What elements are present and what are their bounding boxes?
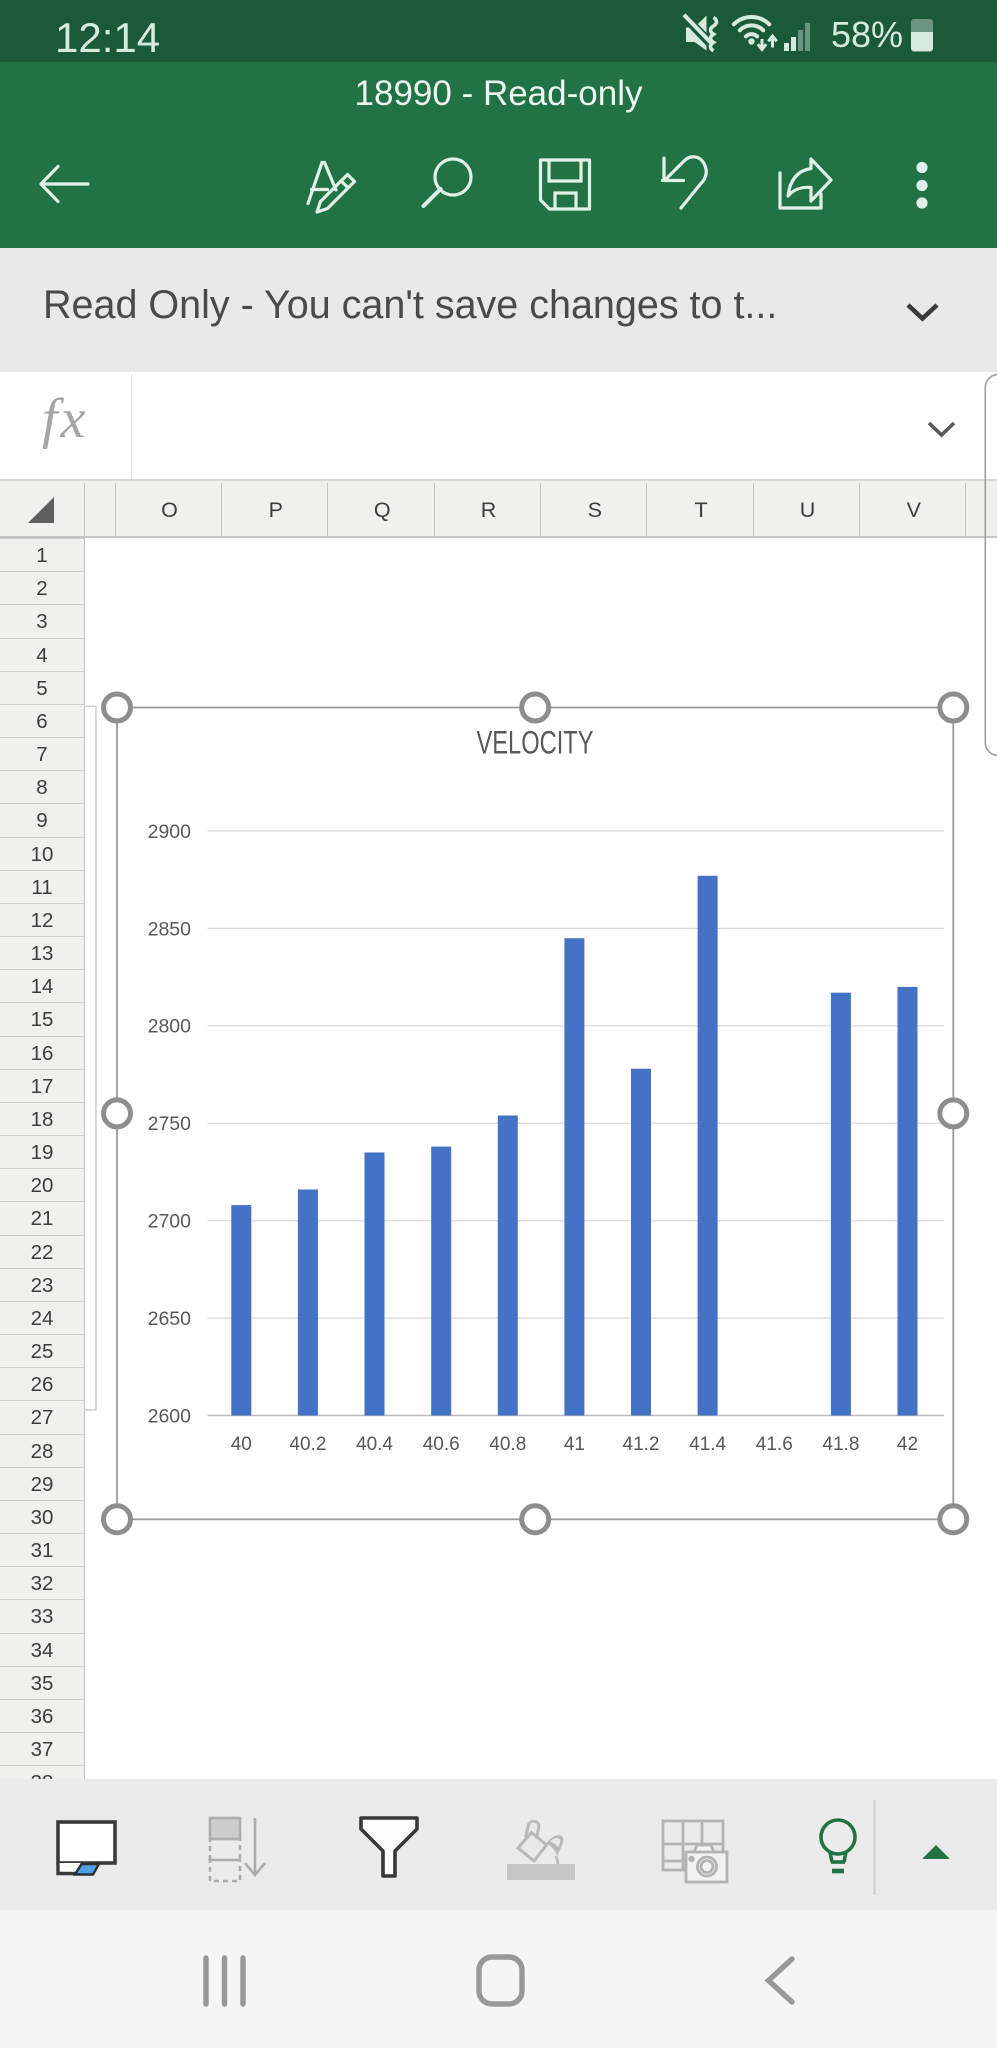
svg-text:41.2: 41.2: [623, 1434, 660, 1455]
svg-text:40.2: 40.2: [289, 1434, 326, 1455]
svg-text:VELOCITY: VELOCITY: [477, 725, 594, 761]
svg-text:40.6: 40.6: [423, 1434, 460, 1455]
svg-text:41.4: 41.4: [689, 1434, 726, 1455]
svg-text:2850: 2850: [148, 918, 192, 940]
svg-text:2900: 2900: [148, 821, 192, 843]
svg-text:2800: 2800: [148, 1016, 192, 1038]
svg-text:40: 40: [231, 1434, 252, 1455]
svg-text:41.8: 41.8: [822, 1434, 859, 1455]
svg-text:2600: 2600: [148, 1405, 192, 1427]
svg-text:41.6: 41.6: [756, 1434, 793, 1455]
svg-text:2750: 2750: [148, 1113, 192, 1135]
svg-text:2700: 2700: [148, 1211, 192, 1233]
svg-text:2650: 2650: [148, 1308, 192, 1330]
svg-text:41: 41: [564, 1434, 585, 1455]
svg-text:40.8: 40.8: [489, 1434, 526, 1455]
svg-text:42: 42: [897, 1434, 918, 1455]
svg-text:40.4: 40.4: [356, 1434, 393, 1455]
